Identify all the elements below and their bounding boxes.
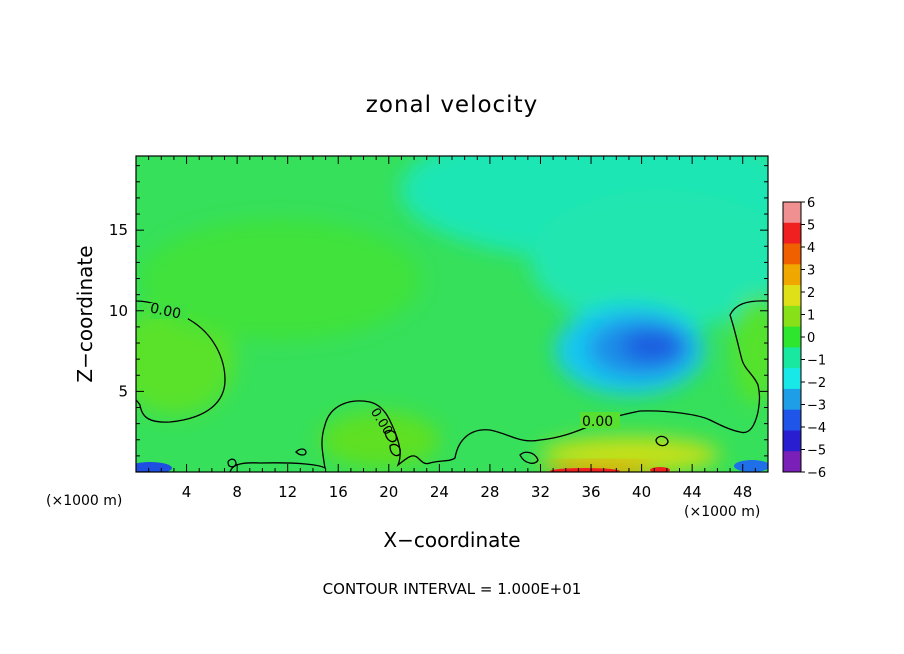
x-tick-label: 28 (480, 483, 499, 501)
contour-blob-5 (384, 429, 397, 443)
colorbar-label: −4 (807, 421, 826, 436)
x-tick-label: 12 (278, 483, 297, 501)
x-tick-label: 36 (581, 483, 600, 501)
colorbar-swatch (783, 202, 801, 224)
colorbar-label: −6 (807, 466, 826, 481)
y-axis-label: Z−coordinate (73, 245, 97, 382)
x-tick-label: 20 (379, 483, 398, 501)
colorbar-label: 2 (807, 286, 815, 301)
contour-label-bg-1 (150, 303, 188, 319)
heatmap-field: 0.00 0.00 0.00 (136, 156, 768, 472)
colorbar-label: −3 (807, 399, 826, 414)
contour-lower (136, 300, 768, 472)
x-tick-label: 44 (683, 483, 702, 501)
y-tick-label: 5 (118, 382, 128, 400)
x-tick-label: 32 (531, 483, 550, 501)
x-tick-label: 16 (329, 483, 348, 501)
colorbar-swatch (783, 347, 801, 369)
contour-blob-6 (389, 443, 401, 457)
contour-interval-footer: CONTOUR INTERVAL = 1.000E+01 (323, 580, 582, 598)
colorbar-swatch (783, 409, 801, 431)
x-tick-label: 48 (733, 483, 752, 501)
colorbar-swatch (783, 451, 801, 473)
x-tick-label: 4 (182, 483, 192, 501)
y-tick-label: 15 (109, 221, 128, 239)
field-region-surface-green (320, 412, 440, 468)
field-region-neg-core (622, 330, 682, 362)
contour-label-2: 0.00 (582, 414, 613, 430)
contour-label-bg-2 (580, 412, 620, 428)
colorbar-label: 4 (807, 241, 815, 256)
contour-blob-2 (227, 458, 237, 468)
contour-blob-1 (295, 448, 307, 456)
field-region-surface-blue-left (136, 462, 172, 472)
colorbar-swatch (783, 222, 801, 245)
colorbar-swatch (783, 326, 801, 348)
x-axis-ticks: 4 8 12 16 20 24 28 32 36 40 44 48 (148, 156, 756, 501)
colorbar-label: 6 (807, 196, 815, 211)
colorbar-swatch (783, 388, 801, 411)
colorbar-swatch (783, 368, 801, 390)
colorbar-swatch (783, 305, 801, 328)
colorbar: 6 5 4 3 2 1 0 −1 −2 −3 −4 −5 −6 (782, 196, 826, 481)
y-tick-label: 10 (109, 302, 128, 320)
colorbar-label: 3 (807, 264, 815, 279)
chart-title: zonal velocity (366, 92, 538, 118)
colorbar-label: −2 (807, 376, 826, 391)
field-region-surface-red-2 (650, 467, 670, 472)
field-region-right-green (733, 295, 768, 405)
contour-left (136, 300, 226, 423)
x-unit-left: (×1000 m) (46, 493, 122, 509)
contour-blob-4 (519, 451, 539, 464)
y-axis-ticks: 5 10 15 (109, 165, 768, 457)
colorbar-swatch (783, 243, 801, 265)
x-tick-label: 24 (430, 483, 449, 501)
x-tick-label: 40 (632, 483, 651, 501)
field-region-left-green-2 (140, 220, 420, 340)
x-unit-right: (×1000 m) (684, 504, 760, 520)
colorbar-swatch (783, 430, 801, 452)
zero-contours (136, 300, 768, 472)
colorbar-swatch (783, 264, 801, 286)
x-tick-label: 8 (232, 483, 242, 501)
x-axis-label: X−coordinate (383, 528, 520, 552)
field-region-left-green (136, 305, 235, 415)
colorbar-label: 0 (807, 331, 815, 346)
field-region-surface-red (550, 468, 620, 472)
colorbar-label: 1 (807, 309, 815, 324)
field-region-upper-cyan-2 (530, 190, 768, 330)
colorbar-label: 5 (807, 219, 815, 234)
colorbar-swatch (783, 285, 801, 307)
colorbar-label: −5 (807, 444, 826, 459)
colorbar-label: −1 (807, 354, 826, 369)
contour-blob-3 (655, 435, 669, 447)
contour-label-1: 0.00 (149, 300, 183, 322)
field-region-surface-blue-right (734, 460, 768, 472)
